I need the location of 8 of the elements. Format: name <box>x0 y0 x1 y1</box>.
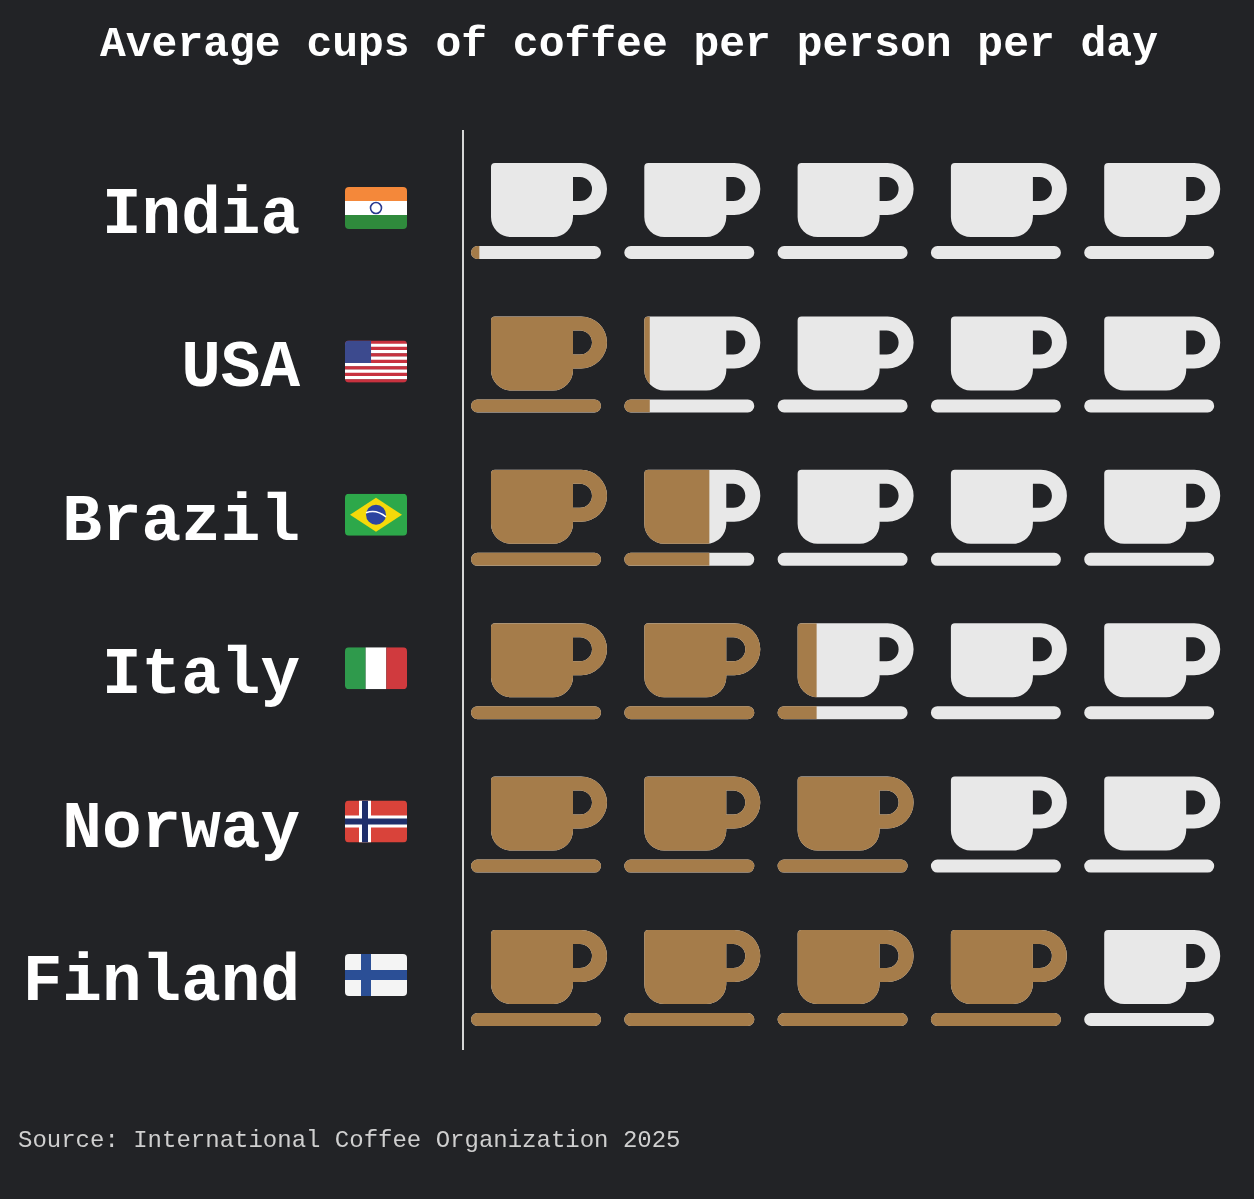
y-tick-label: USA <box>181 331 301 407</box>
source-note: Source: International Coffee Organization 2025 <box>18 1127 681 1154</box>
y-tick-label: Norway <box>62 791 300 867</box>
chart-title: Average cups of coffee per person per day <box>100 20 1158 69</box>
y-tick-label: Brazil <box>62 484 300 560</box>
y-tick-label: India <box>101 178 300 253</box>
y-tick-label: Italy <box>101 638 300 714</box>
y-tick-label: Finland <box>22 945 300 1020</box>
